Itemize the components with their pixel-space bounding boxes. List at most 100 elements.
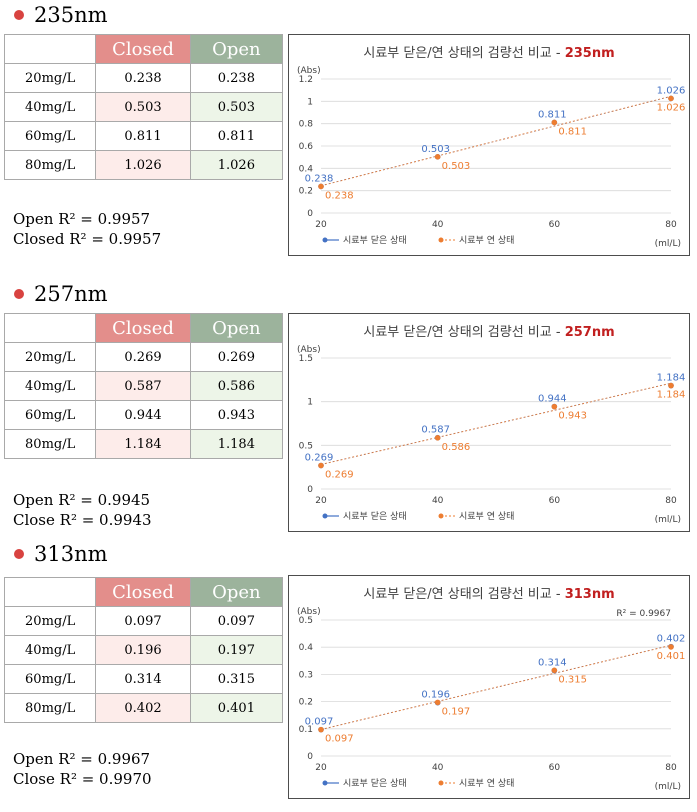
open-point	[318, 726, 324, 733]
open-point	[551, 403, 558, 410]
closed-value: 1.026	[95, 150, 191, 180]
header-closed: Closed	[95, 313, 191, 343]
row-label: 40mg/L	[3, 92, 97, 122]
closed-value: 0.811	[95, 121, 191, 151]
closed-value: 0.238	[95, 63, 191, 93]
table-header-row: Closed Open	[3, 313, 284, 343]
x-tick-label: 60	[549, 496, 561, 506]
header-open: Open	[189, 34, 284, 64]
r2-annotation: R² = 0.9967	[616, 609, 671, 619]
chart-257nm: 시료부 닫은/연 상태의 검량선 비교 - 257nm (Abs) 0 0.5 1 1.5…	[297, 325, 686, 525]
row-label: 60mg/L	[3, 664, 97, 694]
x-tick-label: 60	[549, 220, 561, 230]
closed-value: 0.097	[95, 606, 191, 636]
data-label: 0.944	[538, 394, 567, 405]
x-tick-label: 60	[549, 763, 561, 773]
open-value: 0.269	[189, 342, 284, 372]
row-label: 80mg/L	[3, 429, 97, 459]
data-label: 1.184	[657, 390, 686, 401]
r2-summary: Open R² = 0.9967 Close R² = 0.9970	[13, 749, 152, 789]
chart-title: 시료부 닫은/연 상태의 검량선 비교 - 257nm	[363, 325, 614, 340]
legend-marker-closed	[322, 237, 328, 243]
x-tick-label: 80	[665, 220, 677, 230]
legend-marker-open	[438, 513, 444, 519]
table-row: 60mg/L 0.811 0.811	[3, 121, 284, 151]
data-label: 1.026	[657, 85, 686, 96]
r2-line: Open R² = 0.9957	[13, 210, 151, 228]
open-point	[318, 183, 324, 190]
data-label: 0.503	[442, 161, 471, 172]
x-tick-label: 40	[432, 763, 444, 773]
heading-text: 257nm	[34, 282, 108, 306]
section-heading: 313nm	[14, 540, 108, 568]
x-axis-label: (ml/L)	[655, 782, 681, 792]
legend-marker-open	[438, 237, 444, 243]
data-label: 0.097	[325, 734, 354, 745]
y-tick-label: 0	[307, 209, 313, 219]
open-value: 1.184	[189, 429, 284, 459]
header-blank	[3, 313, 97, 343]
trendline-closed	[320, 95, 672, 187]
data-label: 0.401	[657, 651, 686, 662]
header-blank	[3, 577, 97, 607]
x-tick-label: 20	[315, 496, 327, 506]
data-label: 0.811	[558, 126, 587, 137]
y-tick-label: 0.8	[299, 120, 314, 130]
open-point	[551, 667, 558, 674]
x-tick-label: 40	[432, 220, 444, 230]
chart-title-wavelength: 313nm	[565, 587, 615, 602]
row-label: 20mg/L	[3, 342, 97, 372]
y-tick-label: 0	[307, 485, 313, 495]
chart-title-main: 시료부 닫은/연 상태의 검량선 비교 -	[363, 325, 564, 340]
legend-closed: 시료부 닫은 상태	[343, 234, 407, 246]
data-label: 0.943	[558, 411, 587, 422]
x-tick-label: 80	[665, 496, 677, 506]
legend-open: 시료부 연 상태	[459, 778, 514, 789]
chart-title-wavelength: 257nm	[565, 325, 615, 340]
table-row: 80mg/L 1.184 1.184	[3, 429, 284, 459]
chart-title: 시료부 닫은/연 상태의 검량선 비교 - 313nm	[363, 587, 614, 602]
bullet-icon	[14, 289, 24, 299]
header-blank	[3, 34, 97, 64]
y-axis-label: (Abs)	[297, 607, 321, 617]
r2-line: Close R² = 0.9943	[13, 511, 152, 529]
data-label: 0.097	[305, 717, 334, 728]
row-label: 60mg/L	[3, 121, 97, 151]
x-tick-label: 20	[315, 220, 327, 230]
closed-value: 0.269	[95, 342, 191, 372]
open-point	[318, 462, 324, 469]
x-axis-label: (ml/L)	[655, 515, 681, 525]
closed-value: 0.503	[95, 92, 191, 122]
data-label: 1.184	[657, 373, 686, 384]
bullet-icon	[14, 10, 24, 20]
y-tick-label: 0.2	[299, 698, 313, 708]
y-tick-label: 0.4	[299, 643, 314, 653]
table-row: 60mg/L 0.314 0.315	[3, 664, 284, 694]
section-heading: 257nm	[14, 280, 108, 308]
closed-value: 1.184	[95, 429, 191, 459]
row-label: 20mg/L	[3, 606, 97, 636]
x-axis-label: (ml/L)	[655, 239, 681, 249]
y-axis-label: (Abs)	[297, 66, 321, 76]
data-label: 0.587	[421, 425, 450, 436]
closed-value: 0.944	[95, 400, 191, 430]
open-value: 0.943	[189, 400, 284, 430]
chart-title-main: 시료부 닫은/연 상태의 검량선 비교 -	[363, 46, 564, 61]
header-closed: Closed	[95, 34, 191, 64]
legend-closed: 시료부 닫은 상태	[343, 777, 407, 789]
data-label: 0.314	[538, 658, 567, 669]
open-value: 0.238	[189, 63, 284, 93]
row-label: 80mg/L	[3, 693, 97, 723]
data-label: 0.196	[421, 690, 450, 701]
data-label: 0.315	[558, 674, 587, 685]
y-tick-label: 0.4	[299, 164, 314, 174]
r2-line: Open R² = 0.9967	[13, 750, 151, 768]
open-value: 0.503	[189, 92, 284, 122]
open-point	[434, 435, 441, 441]
y-tick-label: 0.1	[299, 725, 313, 735]
legend-open: 시료부 연 상태	[459, 235, 514, 246]
header-open: Open	[189, 313, 284, 343]
data-label: 0.269	[325, 470, 354, 481]
table-row: 20mg/L 0.097 0.097	[3, 606, 284, 636]
chart-235nm: 시료부 닫은/연 상태의 검량선 비교 - 235nm(Abs)00.20.40…	[297, 46, 686, 249]
